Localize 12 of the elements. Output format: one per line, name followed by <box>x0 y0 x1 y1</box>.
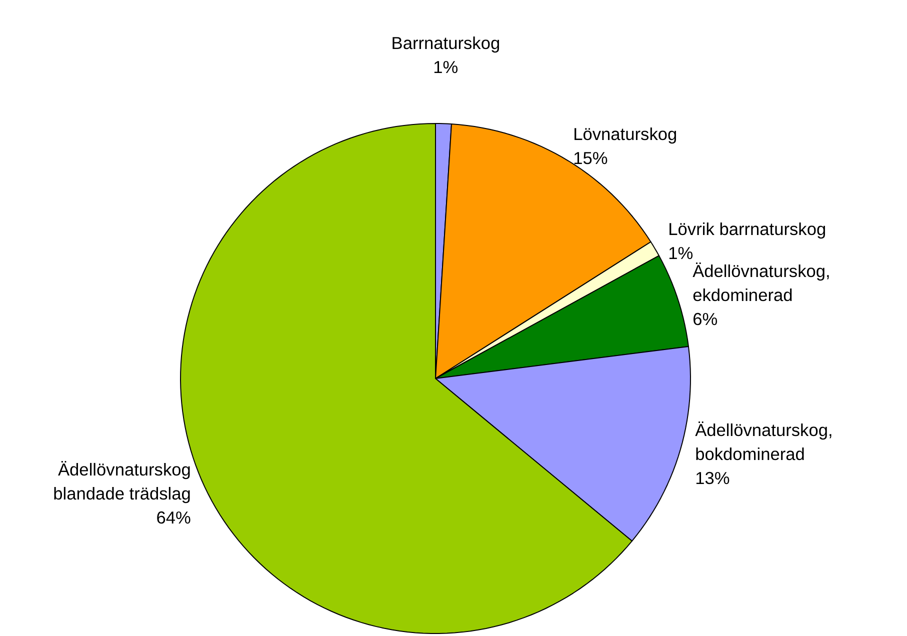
data-label: 13% <box>695 468 730 488</box>
slice-label: Ädellövnaturskog, bokdominerad <box>695 420 833 464</box>
data-label: 1% <box>668 242 694 263</box>
data-label: 15% <box>573 148 608 168</box>
slice-label: Ädellövnaturskog blandade trädslag <box>53 460 191 504</box>
slice-label: Ädellövnaturskog, ekdominerad <box>692 260 830 305</box>
data-label: 6% <box>692 308 718 329</box>
data-label: 64% <box>156 508 191 528</box>
data-label: 1% <box>433 56 458 77</box>
slice-label: Barrnaturskog <box>391 32 500 53</box>
slice-label: Lövnaturskog <box>573 124 678 144</box>
slice-label: Lövrik barrnaturskog <box>668 218 826 239</box>
